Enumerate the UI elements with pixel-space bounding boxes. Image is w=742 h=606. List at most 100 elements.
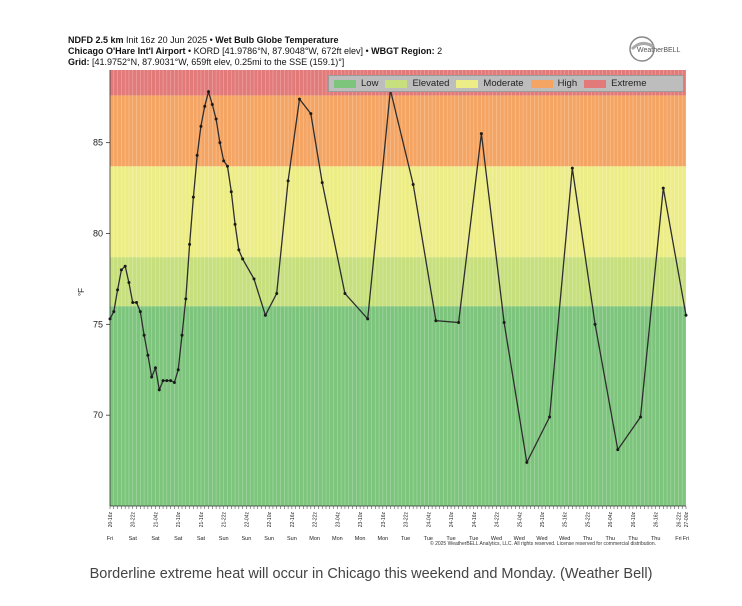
x-day-label: Thu [651,536,660,542]
x-day-label: Wed [559,536,570,542]
x-tick-label: 22-22z [313,512,319,528]
data-point [502,321,506,325]
wbgt-chart: 70 75 80 85 20-16z Fri 20-22z Sat 21-04z Sat 21-1… [77,70,690,542]
x-tick-label: 23-10z [358,512,364,528]
x-day-label: Tue [446,536,455,542]
grid-value: [41.9752°N, 87.9031°W, 659ft elev, 0.25m… [92,57,345,67]
header-line-1: NDFD 2.5 km Init 16z 20 Jun 2025 • Wet B… [68,35,338,46]
legend: Low Elevated Moderate High Extreme [328,75,684,92]
data-point [237,248,241,252]
x-day-label: Thu [628,536,637,542]
weatherbell-logo-icon: WeatherBELL [629,36,681,62]
data-point [135,301,139,305]
data-point [214,117,218,121]
y-axis-label: °F [77,288,86,296]
x-day-label: Mon [377,536,388,542]
data-point [661,186,665,190]
data-point [142,333,146,337]
data-point [252,277,256,281]
station-name: Chicago O'Hare Int'l Airport [68,46,186,56]
x-tick-label: 26-10z [631,512,637,528]
separator: • [209,35,213,45]
x-ticks: 20-16z Fri 20-22z Sat 21-04z Sat 21-10z Sat 21-1… [107,506,690,542]
legend-swatch [530,79,553,88]
x-day-label: Wed [536,536,547,542]
data-point [169,379,173,383]
x-tick-label: 25-04z [517,512,523,528]
x-tick-label: 21-04z [153,512,159,528]
x-day-label: Sat [151,536,160,542]
x-day-label: Sat [129,536,138,542]
data-point [172,380,176,384]
legend-swatch [456,79,479,88]
data-point [229,190,233,194]
header-line-2: Chicago O'Hare Int'l Airport • KORD [41.… [68,46,442,57]
x-day-label: Mon [332,536,343,542]
data-point [112,310,116,314]
legend-item-moderate: Moderate [456,78,524,89]
legend-label: Moderate [483,78,524,89]
band-elevated [110,257,686,307]
x-day-label: Fri [107,536,113,542]
data-point [195,153,199,157]
x-day-label: Sun [287,536,297,542]
x-tick-label: 20-16z [108,512,114,528]
x-tick-label: 25-10z [540,512,546,528]
data-point [131,301,135,305]
data-point [525,460,529,464]
legend-item-elevated: Elevated [385,78,449,89]
x-tick-label: 20-22z [131,512,137,528]
data-point [108,317,112,321]
data-point [233,222,237,226]
data-point [684,313,688,317]
product-title: Wet Bulb Globe Temperature [215,35,339,45]
x-day-label: Mon [355,536,366,542]
x-tick-label: 24-22z [495,512,501,528]
data-point [457,321,461,325]
data-point [146,353,150,357]
x-day-label: Thu [583,536,592,542]
data-point [150,375,154,379]
x-day-label: Sun [219,536,229,542]
x-tick-label: 27-00z [684,512,690,528]
x-tick-label: 26-16z [654,512,660,528]
x-tick-label: 22-16z [290,512,296,528]
data-point [275,291,279,295]
x-day-label: Mon [309,536,320,542]
data-point [191,195,195,199]
region-label: WBGT Region: [371,46,435,56]
x-tick-label: 24-10z [449,512,455,528]
x-day-label: Sun [242,536,252,542]
data-point [180,333,184,337]
data-point [203,104,207,108]
x-day-label: Fri [675,536,681,542]
data-point [309,112,313,116]
x-day-label: Sun [264,536,274,542]
x-day-label: Thu [605,536,614,542]
x-tick-label: 21-22z [222,512,228,528]
y-tick-label: 70 [93,410,103,420]
data-point [434,319,438,323]
data-point [411,182,415,186]
x-tick-label: 23-16z [381,512,387,528]
legend-label: Extreme [611,78,647,89]
data-point [165,379,169,383]
x-tick-label: 24-04z [426,512,432,528]
legend-swatch [334,79,356,88]
x-day-label: Fri [683,536,689,542]
data-point [222,159,226,163]
data-point [225,164,229,168]
data-point [570,166,574,170]
data-point [263,313,267,317]
data-point [548,415,552,419]
risk-bands [110,70,686,506]
y-ticks: 70 75 80 85 [93,138,110,420]
data-point [199,124,203,128]
x-tick-label: 22-04z [244,512,250,528]
logo-text: WeatherBELL [637,47,681,54]
band-moderate [110,166,686,258]
band-low [110,306,686,506]
x-tick-label: 25-22z [585,512,591,528]
data-point [161,379,165,383]
legend-label: Elevated [412,78,450,89]
